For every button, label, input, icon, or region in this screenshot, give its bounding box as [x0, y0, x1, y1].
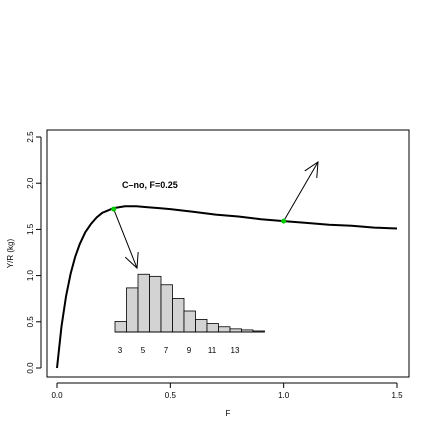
y-tick-label-0: 0.0	[26, 362, 35, 374]
axes: 0.0 0.5 1.0 1.5 0.0 0.5 1.0 1.5 2.0 2.5	[26, 131, 403, 400]
hist-bar-4	[160, 284, 173, 333]
hist-bar-2	[137, 273, 150, 333]
arrow-shaft-0	[113, 208, 138, 269]
x-axis-title: F	[226, 409, 231, 418]
arrow-head-0	[124, 252, 139, 270]
arrow-head-1	[304, 161, 319, 178]
x-tick-label-0: 0.0	[51, 391, 63, 400]
x-tick-label-2: 1.0	[278, 391, 290, 400]
hist-label-4: 11	[208, 346, 217, 355]
y-tick-label-1: 0.5	[26, 316, 35, 328]
hist-bar-0	[114, 321, 127, 333]
x-tick-label-1: 0.5	[165, 391, 177, 400]
x-tick-label-3: 1.5	[391, 391, 403, 400]
inset-histogram: 3 5 7 9 11 13	[114, 273, 265, 355]
y-tick-label-4: 2.0	[26, 177, 35, 189]
plot-frame	[46, 129, 410, 378]
hist-bar-8	[206, 323, 219, 333]
y-tick-label-5: 2.5	[26, 131, 35, 143]
annotation-label: C–no, F=0.25	[122, 180, 178, 190]
hist-bar-5	[172, 297, 185, 333]
y-tick-label-3: 1.5	[26, 223, 35, 235]
hist-bar-7	[195, 318, 208, 333]
arrows-layer	[111, 161, 319, 270]
y-tick-label-2: 1.0	[26, 269, 35, 281]
highlight-point-1	[281, 218, 287, 224]
hist-label-1: 5	[141, 346, 146, 355]
hist-label-2: 7	[164, 346, 169, 355]
arrow-shaft-1	[283, 161, 319, 222]
hist-label-0: 3	[118, 346, 123, 355]
y-axis-title: Y/R (kg)	[6, 239, 15, 269]
series-line-0	[56, 205, 398, 369]
series-layer	[56, 205, 398, 369]
hist-bar-6	[183, 310, 196, 333]
hist-bar-1	[126, 287, 139, 333]
hist-bar-9	[218, 326, 231, 333]
hist-label-5: 13	[231, 346, 240, 355]
highlight-point-0	[111, 206, 117, 212]
hist-bar-3	[149, 275, 162, 333]
hist-label-3: 9	[187, 346, 192, 355]
